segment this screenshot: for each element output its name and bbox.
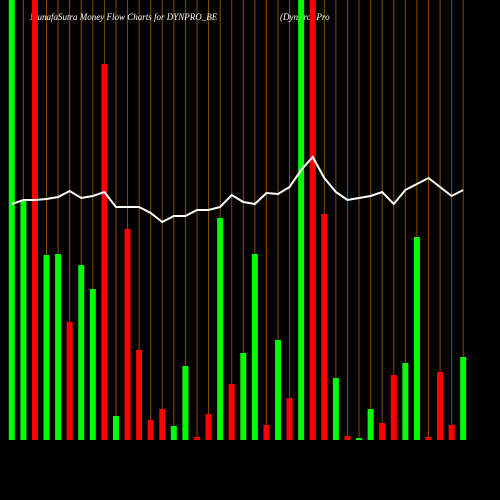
bar (89, 289, 96, 440)
bar (112, 416, 119, 440)
bar (217, 218, 224, 440)
bar (205, 414, 212, 440)
bar (460, 357, 467, 440)
bar (101, 64, 108, 440)
bar (275, 340, 282, 440)
bar (20, 200, 27, 440)
bar (356, 438, 363, 440)
bar (286, 398, 293, 440)
bar (413, 237, 420, 440)
chart-title: MunafaSutra Money Flow Charts for DYNPRO… (29, 12, 218, 22)
bar (31, 0, 38, 440)
bar (309, 0, 316, 440)
bar (332, 378, 339, 440)
bar (251, 254, 258, 440)
bar (66, 322, 73, 440)
bar (437, 372, 444, 440)
bar (124, 229, 131, 440)
bar (390, 375, 397, 440)
bar (193, 437, 200, 440)
bar (448, 425, 455, 440)
bar (367, 409, 374, 440)
bar (8, 0, 15, 440)
bar (344, 436, 351, 440)
bar (136, 350, 143, 440)
bar (170, 426, 177, 440)
bar (182, 366, 189, 440)
bar (55, 254, 62, 440)
bar (379, 423, 386, 440)
bar (425, 437, 432, 440)
price-line (11, 155, 464, 224)
bar (263, 425, 270, 440)
bar (298, 0, 305, 440)
bar (321, 214, 328, 440)
bar (228, 384, 235, 440)
bar (78, 265, 85, 440)
chart-subtitle: (DynPro) Pro (280, 12, 330, 22)
bar (240, 353, 247, 440)
bar (43, 255, 50, 440)
bar (159, 409, 166, 440)
bar (147, 420, 154, 440)
bar (402, 363, 409, 440)
